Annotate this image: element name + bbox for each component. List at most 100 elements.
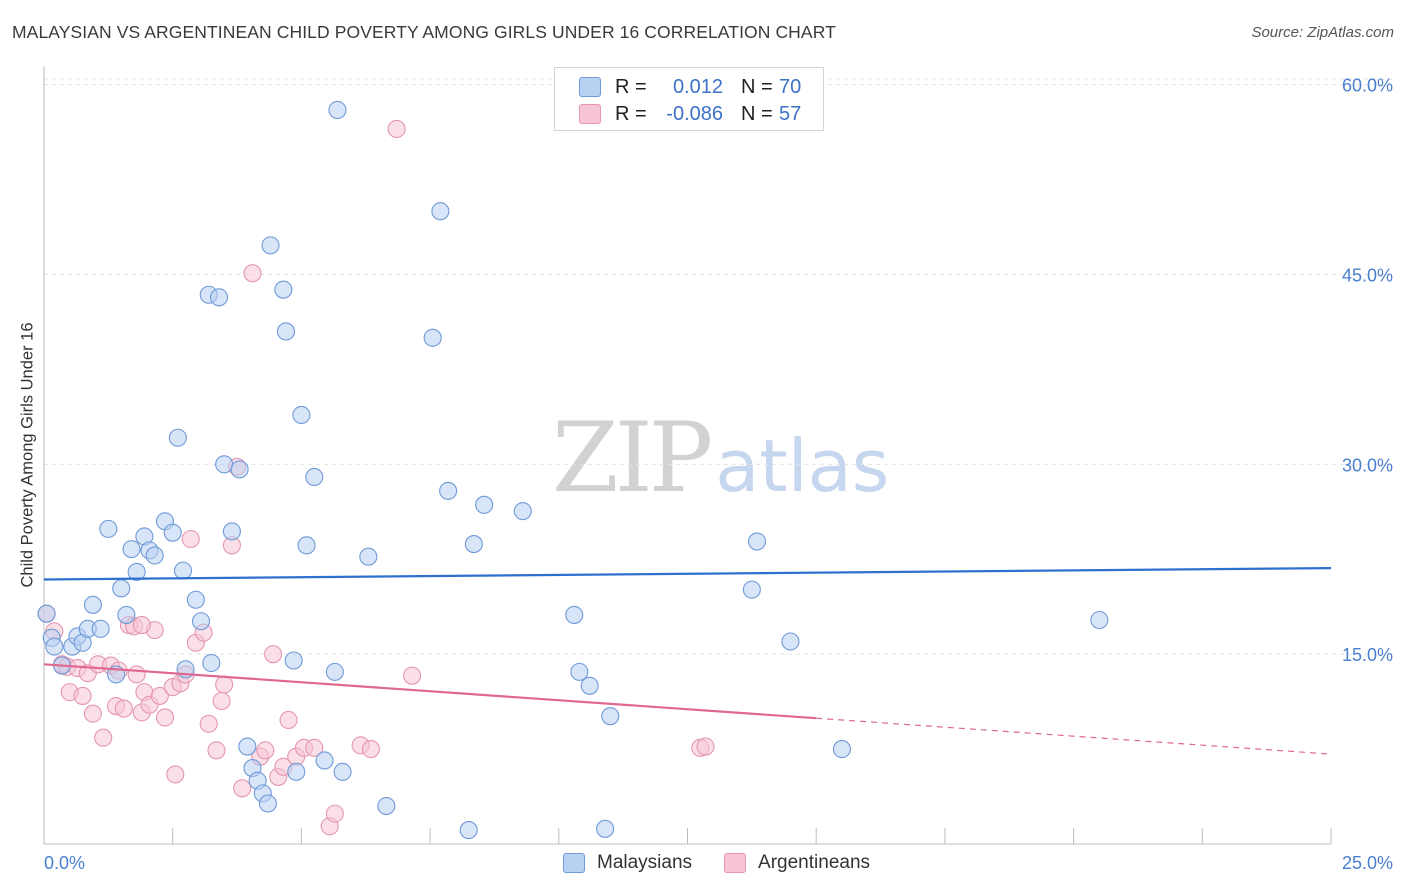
malaysian-point — [284, 651, 303, 670]
malaysian-point — [168, 428, 187, 447]
y-tick-label: 30.0% — [1342, 455, 1393, 475]
axes — [43, 66, 1332, 845]
malaysian-point — [173, 561, 193, 580]
malaysian-point — [333, 762, 352, 781]
chart-title: MALAYSIAN VS ARGENTINEAN CHILD POVERTY A… — [12, 22, 836, 42]
argentinean-point — [212, 691, 231, 711]
legend-r-argentineans: -0.086 — [666, 102, 723, 125]
argentinean-point — [403, 666, 422, 685]
legend-item-argentineans[interactable]: Argentineans — [724, 852, 870, 874]
malaysian-point — [596, 819, 615, 838]
tick-labels: 15.0% 30.0% 45.0% 60.0% 0.0% 25.0% — [44, 76, 1393, 873]
malaysian-point — [163, 523, 182, 542]
malaysian-point — [112, 579, 131, 598]
malaysian-point — [127, 562, 146, 581]
legend-r-malaysians: 0.012 — [672, 75, 723, 98]
source-label: Source: ZipAtlas.com — [1251, 24, 1394, 41]
malaysian-point — [423, 328, 442, 347]
malaysian-point — [276, 322, 296, 341]
malaysian-point — [305, 467, 324, 487]
correlation-legend: R = 0.012 N = 70 R = -0.086 N = 57 — [554, 67, 824, 131]
malaysian-point — [297, 536, 316, 555]
malaysian-point — [359, 547, 378, 566]
malaysian-point — [122, 540, 141, 559]
malaysian-point — [1090, 610, 1109, 630]
watermark: ZIPatlas — [552, 402, 889, 514]
malaysian-point — [258, 794, 277, 813]
x-tick-label: 25.0% — [1342, 853, 1393, 873]
malaysian-point — [325, 662, 344, 681]
argentinean-point — [94, 728, 113, 747]
malaysian-point — [186, 590, 205, 609]
legend-n-malaysians: 70 — [779, 75, 802, 98]
malaysian-point — [215, 455, 234, 474]
legend-row-malaysians: R = 0.012 N = 70 — [579, 74, 801, 100]
malaysian-point — [191, 612, 211, 631]
watermark-zip: ZIP — [552, 402, 713, 514]
malaysian-point — [222, 522, 241, 541]
legend-label-argentineans: Argentineans — [758, 852, 871, 873]
argentinean-point — [233, 779, 252, 798]
malaysian-point — [513, 502, 532, 521]
malaysian-points — [37, 75, 1109, 840]
argentinean-point — [73, 686, 92, 705]
malaysian-point — [261, 236, 280, 255]
malaysian-point — [832, 740, 851, 759]
argentinean-point — [256, 741, 275, 760]
argentinean-point — [243, 264, 262, 283]
grid-lines — [44, 78, 1393, 655]
trend-lines — [43, 567, 1332, 755]
argentinean-point — [361, 740, 380, 759]
malaysian-point — [328, 100, 347, 120]
argentinean-point — [207, 741, 226, 760]
malaysian-point — [315, 751, 334, 770]
malaysian-point — [83, 595, 102, 614]
argentinean-point — [181, 529, 200, 549]
malaysian-point — [570, 662, 589, 681]
legend-swatch-argentineans — [579, 104, 601, 124]
y-tick-label: 15.0% — [1342, 645, 1393, 665]
argentinean-point — [132, 616, 151, 635]
malaysian-point — [238, 737, 257, 756]
malaysian-point — [747, 532, 767, 551]
malaysian-point — [145, 546, 164, 565]
legend-swatch-malaysians — [579, 77, 601, 97]
malaysian-point — [45, 637, 64, 656]
argentinean-point — [155, 708, 175, 727]
legend-n-label: N = — [741, 102, 773, 125]
argentinean-point — [83, 704, 102, 723]
malaysian-trend-line — [43, 567, 1332, 581]
legend-item-malaysians[interactable]: Malaysians — [563, 852, 692, 874]
argentinean-trend-extension — [816, 717, 1332, 755]
argentinean-point — [279, 710, 298, 730]
argentinean-point — [166, 765, 185, 784]
watermark-atlas: atlas — [715, 424, 890, 508]
malaysian-point — [37, 604, 56, 623]
argentinean-point — [199, 714, 218, 733]
malaysian-point — [117, 605, 136, 624]
x-tick-label: 0.0% — [44, 853, 85, 873]
malaysian-point — [459, 821, 478, 840]
malaysian-point — [464, 535, 483, 554]
series-legend: Malaysians Argentineans — [563, 852, 902, 874]
malaysian-point — [99, 519, 118, 538]
argentinean-point — [696, 737, 715, 756]
argentinean-trend-line — [43, 663, 817, 720]
argentinean-point — [215, 675, 234, 694]
argentinean-point — [325, 804, 344, 823]
legend-swatch-malaysians — [563, 853, 585, 873]
malaysian-point — [475, 495, 494, 514]
malaysian-point — [377, 796, 396, 816]
malaysian-point — [580, 676, 599, 695]
legend-r-label: R = — [615, 75, 647, 98]
legend-row-argentineans: R = -0.086 N = 57 — [579, 101, 801, 127]
malaysian-point — [292, 405, 311, 425]
legend-n-argentineans: 57 — [779, 102, 802, 125]
y-tick-label: 60.0% — [1342, 76, 1393, 96]
malaysian-point — [287, 762, 306, 781]
argentinean-point — [387, 119, 406, 139]
malaysian-point — [565, 605, 584, 624]
argentinean-point — [305, 738, 324, 757]
legend-n-label: N = — [741, 75, 773, 98]
